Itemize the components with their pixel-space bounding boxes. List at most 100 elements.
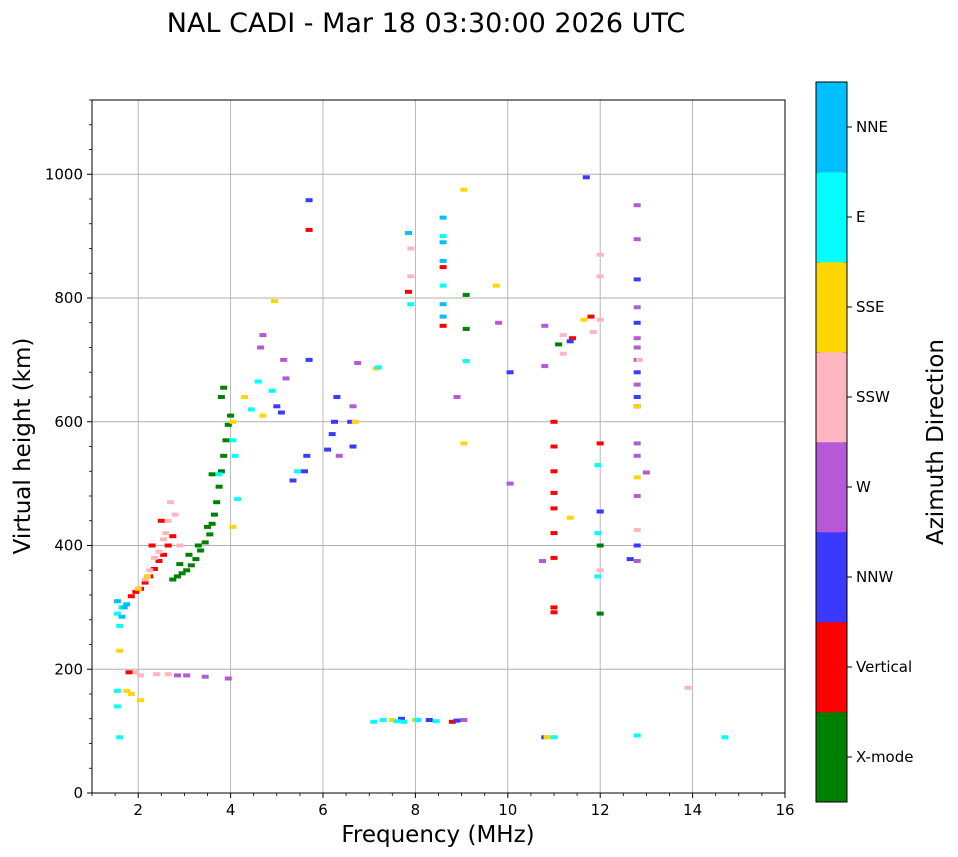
data-point-w xyxy=(633,453,641,458)
data-point-ssw xyxy=(146,568,154,573)
x-tick-label: 6 xyxy=(318,801,328,819)
data-point-x-mode xyxy=(183,568,191,573)
colorbar-segment xyxy=(816,532,847,623)
data-point-x-mode xyxy=(222,438,230,443)
data-point-e xyxy=(229,438,237,443)
data-point-e xyxy=(113,704,121,709)
data-point-ssw xyxy=(162,531,170,536)
colorbar-segment xyxy=(816,352,847,443)
data-point-ssw xyxy=(559,333,567,338)
data-point-vertical xyxy=(550,444,558,449)
data-point-nne xyxy=(118,614,126,619)
data-point-e xyxy=(550,735,558,740)
data-point-w xyxy=(224,676,232,681)
y-tick-label: 200 xyxy=(54,660,83,678)
data-point-x-mode xyxy=(178,571,186,576)
data-point-vertical xyxy=(550,555,558,560)
x-tick-label: 2 xyxy=(133,801,143,819)
data-point-nnw xyxy=(273,404,281,409)
data-point-nnw xyxy=(626,557,634,562)
data-point-sse xyxy=(566,515,574,520)
data-point-nne xyxy=(405,231,412,235)
colorbar-tick-label: NNW xyxy=(856,568,893,586)
colorbar-tick-label: SSE xyxy=(856,298,885,316)
data-point-e xyxy=(414,718,422,722)
data-point-nnw xyxy=(333,395,341,399)
data-point-sse xyxy=(460,441,468,446)
data-point-ssw xyxy=(167,500,174,505)
data-point-w xyxy=(633,237,641,242)
data-point-vertical xyxy=(550,506,558,511)
data-point-e xyxy=(594,463,602,468)
data-point-ssw xyxy=(171,512,179,517)
data-point-vertical xyxy=(132,589,140,594)
data-point-vertical xyxy=(305,227,313,232)
colorbar-tick-label: Vertical xyxy=(856,658,912,676)
data-point-nnw xyxy=(633,320,641,325)
data-point-nne xyxy=(120,605,128,610)
data-point-vertical xyxy=(550,531,558,536)
y-axis-label: Virtual height (km) xyxy=(10,338,36,555)
data-point-nnw xyxy=(349,444,357,449)
data-point-e xyxy=(247,407,255,412)
data-point-vertical xyxy=(169,534,177,539)
data-marks xyxy=(113,175,729,740)
data-point-nne xyxy=(123,602,131,607)
data-point-x-mode xyxy=(208,472,216,477)
data-point-ssw xyxy=(596,317,604,322)
data-point-e xyxy=(462,359,470,364)
data-point-nnw xyxy=(453,718,461,723)
data-point-vertical xyxy=(141,580,149,585)
data-point-sse xyxy=(492,283,500,288)
data-point-sse xyxy=(134,586,142,591)
data-point-sse xyxy=(116,648,124,653)
data-point-e xyxy=(379,718,387,722)
data-point-nnw xyxy=(633,543,641,548)
axes: 2 4 6 8 10 12 14 16 0 200 400 600 800 1000 xyxy=(45,99,795,819)
data-point-x-mode xyxy=(215,484,223,489)
data-point-ssw xyxy=(164,672,172,677)
data-point-w xyxy=(460,718,468,722)
data-point-e xyxy=(370,719,378,724)
data-point-x-mode xyxy=(201,540,209,545)
data-point-sse xyxy=(580,317,588,322)
colorbar-segment xyxy=(816,622,847,713)
data-point-nnw xyxy=(566,339,574,344)
data-point-ssw xyxy=(160,537,168,542)
data-point-e xyxy=(439,283,447,288)
data-point-nnw xyxy=(301,469,308,474)
data-point-vertical xyxy=(150,567,158,571)
data-point-nnw xyxy=(633,277,641,282)
data-point-nnw xyxy=(328,432,336,437)
data-point-nne xyxy=(439,302,447,307)
data-point-e xyxy=(268,388,276,393)
data-point-x-mode xyxy=(174,574,181,579)
data-point-sse xyxy=(229,524,237,529)
data-point-w xyxy=(541,364,549,369)
colorbar-segment xyxy=(816,442,847,533)
data-point-ssw xyxy=(596,274,604,279)
data-point-x-mode xyxy=(224,422,232,427)
data-point-sse xyxy=(143,574,151,579)
data-point-vertical xyxy=(550,605,558,610)
data-point-e xyxy=(594,531,602,536)
data-point-e xyxy=(393,719,401,724)
data-point-vertical xyxy=(550,469,558,474)
data-point-w xyxy=(633,494,641,498)
data-point-ssw xyxy=(596,568,604,573)
data-point-ssw xyxy=(176,543,184,548)
data-point-nne xyxy=(439,314,447,319)
data-point-e xyxy=(432,719,440,724)
x-tick-label: 12 xyxy=(591,801,610,819)
data-point-nnw xyxy=(582,175,590,180)
data-point-nnw xyxy=(425,718,433,722)
data-point-e xyxy=(113,611,121,616)
data-point-vertical xyxy=(148,543,156,548)
data-point-e xyxy=(439,234,447,239)
data-point-vertical xyxy=(157,518,165,523)
data-point-e xyxy=(594,574,602,579)
data-point-x-mode xyxy=(220,385,228,390)
data-point-w xyxy=(506,481,514,486)
data-point-w xyxy=(257,345,265,350)
